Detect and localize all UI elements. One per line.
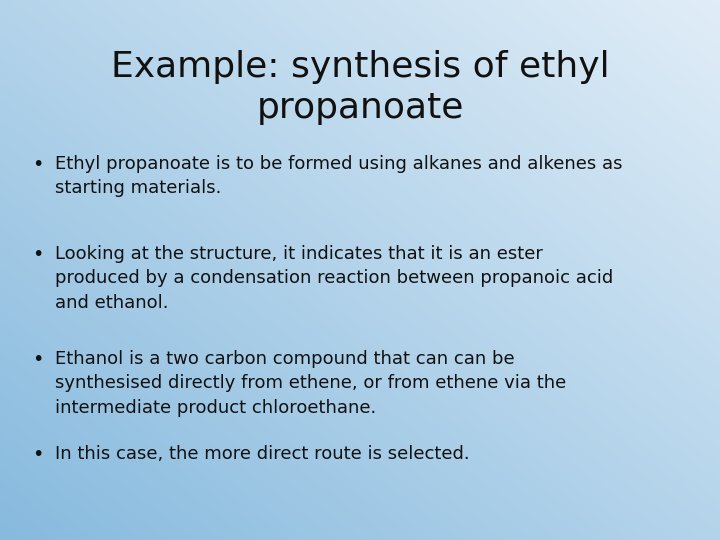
- Text: Looking at the structure, it indicates that it is an ester
produced by a condens: Looking at the structure, it indicates t…: [55, 245, 613, 312]
- Text: Ethyl propanoate is to be formed using alkanes and alkenes as
starting materials: Ethyl propanoate is to be formed using a…: [55, 155, 623, 197]
- Text: •: •: [32, 245, 44, 264]
- Text: •: •: [32, 155, 44, 174]
- Text: Ethanol is a two carbon compound that can can be
synthesised directly from ethen: Ethanol is a two carbon compound that ca…: [55, 350, 566, 416]
- Text: In this case, the more direct route is selected.: In this case, the more direct route is s…: [55, 445, 469, 463]
- Text: •: •: [32, 445, 44, 464]
- Text: Example: synthesis of ethyl
propanoate: Example: synthesis of ethyl propanoate: [111, 50, 609, 125]
- Text: •: •: [32, 350, 44, 369]
